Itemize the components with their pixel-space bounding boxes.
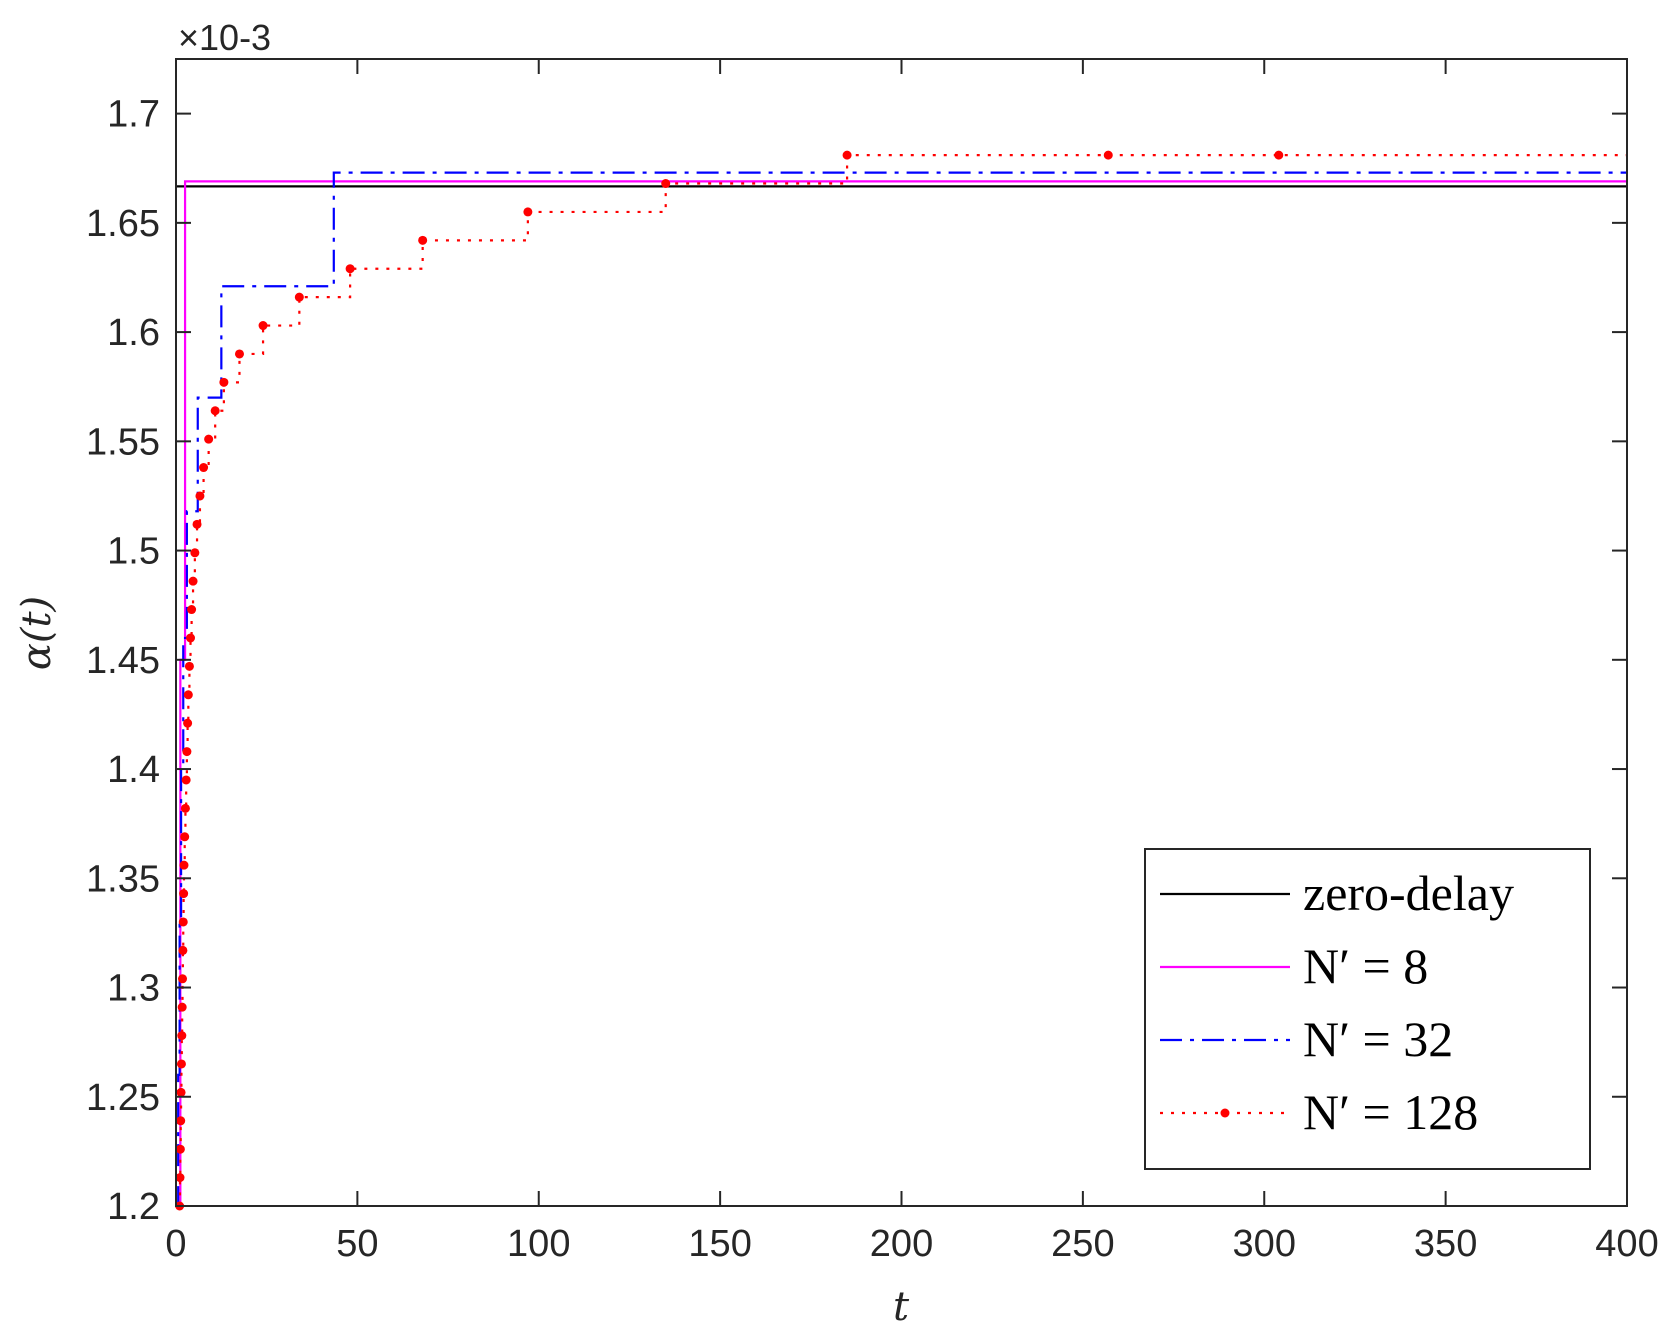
legend-marker [1220, 1108, 1230, 1118]
series-marker [177, 1002, 187, 1012]
legend-label-0: zero-delay [1303, 865, 1514, 921]
ticks-layer [175, 59, 1628, 1207]
series-marker [258, 321, 268, 331]
y-tick-label: 1.7 [107, 94, 160, 136]
series-marker [204, 434, 214, 444]
series-marker [183, 718, 193, 728]
x-tick-label: 200 [870, 1223, 933, 1265]
series-marker [178, 917, 188, 927]
x-tick-label: 400 [1595, 1223, 1658, 1265]
series-line-2 [176, 171, 1627, 1208]
series-marker [180, 832, 190, 842]
series-marker [175, 1144, 185, 1154]
series-marker [184, 661, 194, 671]
series-marker [180, 803, 190, 813]
y-tick-label: 1.25 [86, 1077, 160, 1119]
series-marker [181, 775, 191, 785]
series-marker [177, 1031, 187, 1041]
series-marker [176, 1059, 186, 1069]
x-tick-labels: 0 50 100 150 200 250 300 350 400 [165, 1223, 1658, 1265]
series-marker [294, 292, 304, 302]
legend-label-3: N′ = 128 [1303, 1084, 1478, 1140]
series-marker [523, 207, 533, 217]
series-marker [199, 463, 209, 473]
series-marker [187, 605, 197, 615]
y-tick-label: 1.35 [86, 858, 160, 900]
series-marker [219, 377, 229, 387]
x-tick-label: 250 [1051, 1223, 1114, 1265]
series-marker [842, 150, 852, 160]
series-marker [186, 633, 196, 643]
y-tick-label: 1.6 [107, 312, 160, 354]
series-marker [345, 264, 355, 274]
x-axis-title: t [893, 1284, 910, 1327]
legend-entries: zero-delay N′ = 8 N′ = 32 N′ = 128 [1160, 865, 1514, 1140]
series-marker [195, 491, 205, 501]
series-marker [176, 1116, 186, 1126]
series-marker [418, 235, 428, 245]
series-marker [188, 576, 198, 586]
series-marker [176, 1087, 186, 1097]
x-tick-label: 350 [1414, 1223, 1477, 1265]
y-exponent-label: ×10-3 [178, 17, 271, 58]
legend: zero-delay N′ = 8 N′ = 32 N′ = 128 [1144, 848, 1591, 1170]
series-marker [234, 349, 244, 359]
series-marker [190, 548, 200, 558]
series-marker [179, 860, 189, 870]
series-marker [179, 889, 189, 899]
series-marker [192, 519, 202, 529]
series-marker [175, 1173, 185, 1183]
series-marker [1274, 150, 1284, 160]
x-tick-label: 50 [336, 1223, 378, 1265]
series-marker [178, 974, 188, 984]
series-marker [661, 179, 671, 189]
series-marker [183, 690, 193, 700]
legend-box [1144, 848, 1591, 1170]
y-axis-title: α(t) [14, 596, 60, 670]
x-tick-label: 100 [507, 1223, 570, 1265]
y-tick-label: 1.4 [107, 749, 160, 791]
y-tick-label: 1.5 [107, 531, 160, 573]
y-tick-labels: 1.2 1.25 1.3 1.35 1.4 1.45 1.5 1.55 1.6 1.65 1.7 [86, 94, 160, 1228]
legend-label-1: N′ = 8 [1303, 938, 1428, 994]
y-tick-label: 1.45 [86, 640, 160, 682]
series-marker [178, 945, 188, 955]
y-tick-label: 1.2 [107, 1186, 160, 1228]
y-tick-label: 1.55 [86, 421, 160, 463]
series-marker [1103, 150, 1113, 160]
x-tick-label: 0 [165, 1223, 186, 1265]
x-tick-label: 300 [1233, 1223, 1296, 1265]
legend-label-2: N′ = 32 [1303, 1011, 1453, 1067]
series-marker [182, 747, 192, 757]
x-tick-label: 150 [688, 1223, 751, 1265]
y-tick-label: 1.65 [86, 203, 160, 245]
series-marker [210, 406, 220, 416]
y-tick-label: 1.3 [107, 968, 160, 1010]
